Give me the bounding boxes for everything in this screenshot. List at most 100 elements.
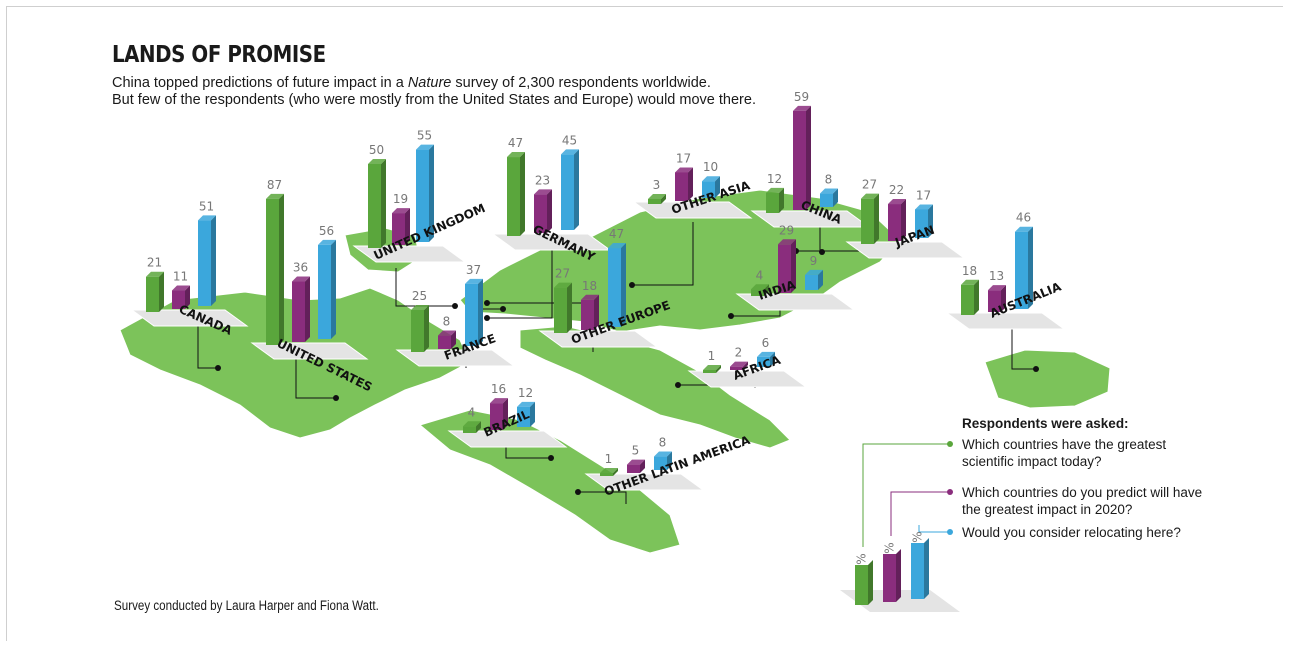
value-label-united-states-0: 87 [267,178,282,192]
legend-item-impact-today: Which countries have the greatest scient… [962,437,1167,469]
leader-line-australia [1011,326,1036,370]
leader-lines [197,216,1039,504]
leader-dot-united-kingdom [452,303,458,309]
bar-australia-0 [961,284,974,315]
bar-africa-1 [730,366,743,370]
value-label-germany-1: 23 [535,173,550,187]
bar-canada-0 [146,276,159,312]
bar-side-china-1 [806,105,811,210]
platform-other-latin-america [584,473,705,491]
bar-top-australia-1 [988,285,1006,291]
bar-japan-0 [861,198,874,244]
bar-side-france-0 [424,305,429,352]
bar-other-europe-0 [554,287,567,333]
bar-side-other-europe-1 [594,294,599,330]
platform-brazil [447,430,568,448]
bar-top-other-asia-2 [702,176,720,182]
value-label-other-asia-1: 17 [676,151,691,165]
bar-top-germany-1 [534,189,552,195]
platform-france [395,349,516,367]
bar-top-africa-1 [730,361,748,367]
bar-side-india-0 [764,284,769,296]
bar-brazil-1 [490,403,503,430]
bar-top-india-0 [751,284,769,290]
value-label-australia-1: 13 [989,269,1004,283]
value-label-africa-1: 2 [735,346,743,360]
leader-dot-other-latin-america [575,489,581,495]
bar-india-1 [778,244,791,293]
legend-heading: Respondents were asked: [962,416,1129,431]
value-label-germany-0: 47 [508,136,523,150]
bar-side-africa-0 [716,365,721,373]
value-label-other-latin-america-0: 1 [605,452,613,466]
platform-africa [687,370,808,388]
legend-unit-0: % [855,553,869,564]
value-label-brazil-2: 12 [518,386,533,400]
bar-canada-2 [198,220,211,306]
platform-united-kingdom [352,245,467,263]
bar-brazil-0 [463,426,476,433]
bar-top-africa-0 [703,365,721,370]
bar-top-other-asia-0 [648,193,666,199]
platform-other-asia [632,201,753,219]
bar-side-france-1 [451,330,456,349]
bar-side-other-asia-1 [688,167,693,201]
bar-side-canada-0 [159,271,164,312]
australia-landmass [984,349,1111,409]
leader-dot-china [819,249,825,255]
bar-side-japan-0 [874,193,879,244]
value-label-other-europe-2: 47 [609,227,624,241]
value-label-brazil-0: 4 [468,405,476,419]
bar-side-france-2 [478,278,483,346]
value-label-france-0: 25 [412,289,427,303]
bar-side-africa-2 [770,351,775,367]
legend-line-1 [890,491,948,536]
bar-top-china-1 [793,105,811,111]
bar-other-latin-america-1 [627,464,640,473]
survey-credit: Survey conducted by Laura Harper and Fio… [114,598,379,613]
bar-canada-1 [172,290,185,309]
value-label-other-asia-0: 3 [653,178,661,192]
value-label-africa-2: 6 [762,336,770,350]
bar-top-germany-0 [507,152,525,158]
bar-top-australia-0 [961,279,979,285]
value-label-brazil-1: 16 [491,382,506,396]
bar-top-france-2 [465,278,483,284]
leader-line-other-latin-america [578,491,627,504]
value-label-other-europe-0: 27 [555,267,570,281]
bar-united-states-1 [292,281,305,342]
bar-other-asia-2 [702,181,715,198]
value-label-canada-0: 21 [147,256,162,270]
bar-side-united-kingdom-1 [405,208,410,245]
leader-line-other-asia [632,222,694,286]
bar-side-other-latin-america-2 [667,451,672,470]
leader-dot-australia [1033,366,1039,372]
bar-top-united-kingdom-1 [392,208,410,214]
bar-france-0 [411,310,424,352]
leader-dot-united-states [333,395,339,401]
bar-side-united-kingdom-0 [381,159,386,248]
leader-dot-other-europe [484,300,490,306]
value-label-other-latin-america-2: 8 [659,436,667,450]
value-label-united-states-2: 56 [319,224,334,238]
value-label-japan-1: 22 [889,183,904,197]
bar-china-0 [766,192,779,213]
bar-top-united-kingdom-0 [368,159,386,164]
subtitle-line1-b: survey of 2,300 respondents worldwide. [451,75,711,91]
leader-line-germany [487,240,553,319]
bar-side-other-asia-0 [661,193,666,204]
bar-side-germany-1 [547,189,552,233]
leader-line-united-states [295,354,336,399]
legend-bar-0 [855,565,868,605]
bar-top-brazil-1 [490,398,508,404]
bar-top-india-2 [805,269,823,275]
bar-france-2 [465,283,478,346]
bar-side-china-2 [833,188,838,207]
